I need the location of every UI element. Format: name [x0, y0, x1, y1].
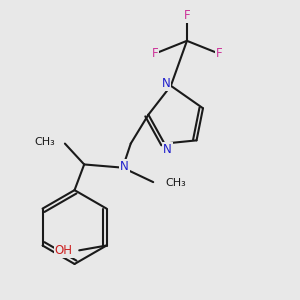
Text: N: N — [120, 160, 129, 173]
Text: F: F — [184, 9, 190, 22]
Text: F: F — [152, 47, 158, 60]
Text: OH: OH — [55, 244, 73, 257]
Text: N: N — [162, 77, 170, 90]
Text: F: F — [216, 47, 222, 60]
Text: CH₃: CH₃ — [165, 178, 186, 188]
Text: CH₃: CH₃ — [34, 137, 55, 147]
Text: N: N — [163, 143, 172, 156]
